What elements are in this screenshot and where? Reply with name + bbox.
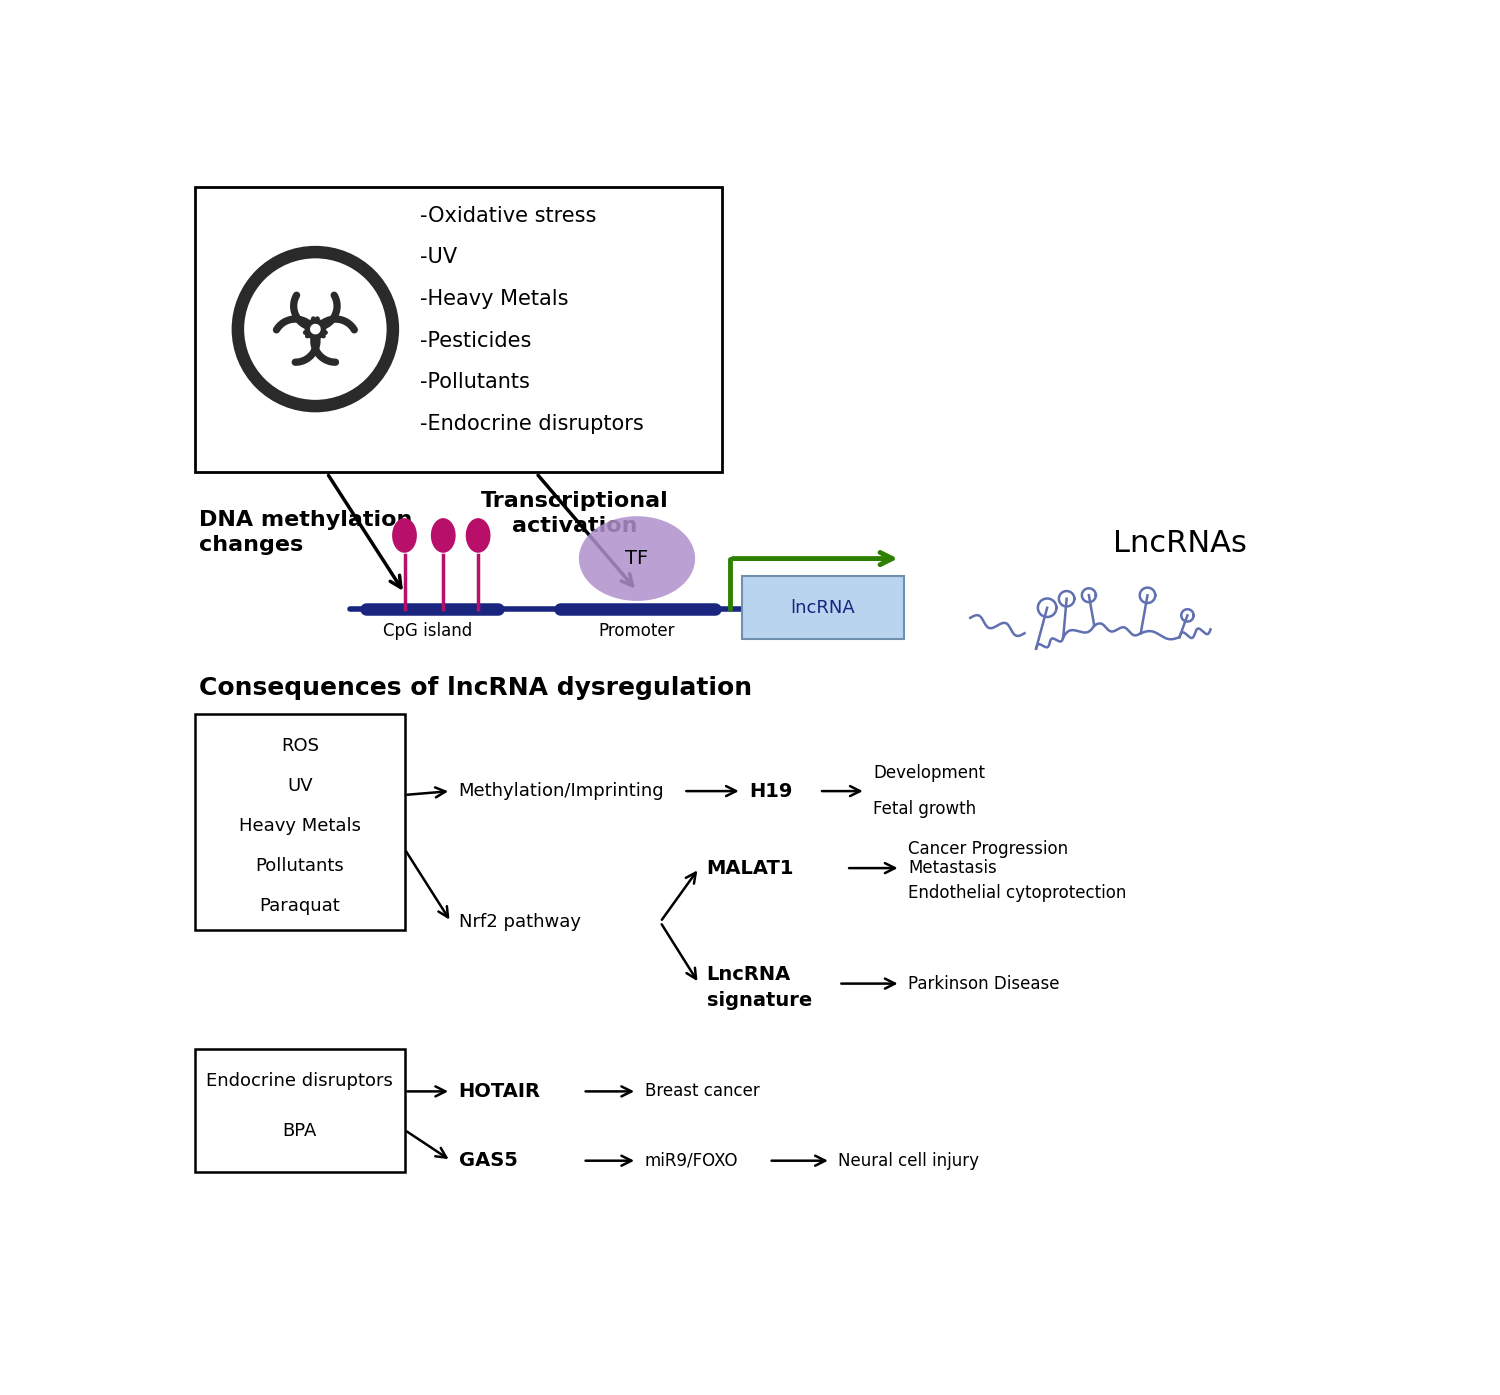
Text: Heavy Metals: Heavy Metals — [238, 817, 362, 836]
Text: HOTAIR: HOTAIR — [459, 1083, 540, 1101]
Text: Development: Development — [873, 764, 986, 781]
FancyBboxPatch shape — [741, 576, 904, 639]
Ellipse shape — [430, 518, 456, 552]
Text: lncRNA: lncRNA — [790, 598, 855, 617]
Text: -Pollutants: -Pollutants — [420, 372, 530, 392]
Text: -Heavy Metals: -Heavy Metals — [420, 289, 568, 310]
Text: LncRNA: LncRNA — [706, 965, 791, 983]
Text: Neural cell injury: Neural cell injury — [839, 1152, 980, 1169]
Text: Endothelial cytoprotection: Endothelial cytoprotection — [908, 884, 1126, 901]
Text: miR9/FOXO: miR9/FOXO — [645, 1152, 738, 1169]
Text: -Oxidative stress: -Oxidative stress — [420, 206, 597, 226]
Text: DNA methylation
changes: DNA methylation changes — [200, 511, 412, 555]
Text: UV: UV — [286, 777, 312, 795]
FancyBboxPatch shape — [195, 187, 723, 472]
Text: Pollutants: Pollutants — [255, 858, 344, 875]
Text: GAS5: GAS5 — [459, 1151, 518, 1170]
Text: Fetal growth: Fetal growth — [873, 801, 976, 819]
Polygon shape — [306, 319, 326, 339]
Text: -Endocrine disruptors: -Endocrine disruptors — [420, 414, 644, 434]
Text: Transcriptional
activation: Transcriptional activation — [482, 491, 669, 536]
Text: CpG island: CpG island — [382, 622, 472, 640]
Text: Methylation/Imprinting: Methylation/Imprinting — [459, 783, 664, 801]
Text: LncRNAs: LncRNAs — [1113, 529, 1246, 558]
Text: Breast cancer: Breast cancer — [645, 1083, 759, 1101]
Text: Consequences of lncRNA dysregulation: Consequences of lncRNA dysregulation — [200, 675, 752, 700]
Ellipse shape — [579, 516, 694, 601]
Text: -UV: -UV — [420, 247, 458, 268]
Text: Promoter: Promoter — [598, 622, 675, 640]
Text: Paraquat: Paraquat — [260, 897, 340, 915]
Text: -Pesticides: -Pesticides — [420, 331, 531, 350]
Text: Endocrine disruptors: Endocrine disruptors — [207, 1073, 393, 1089]
Text: H19: H19 — [750, 781, 792, 801]
Text: Nrf2 pathway: Nrf2 pathway — [459, 912, 580, 930]
Polygon shape — [310, 325, 320, 333]
Ellipse shape — [392, 518, 417, 552]
Text: ROS: ROS — [280, 737, 320, 755]
Text: signature: signature — [706, 990, 812, 1010]
Text: Cancer Progression: Cancer Progression — [908, 840, 1068, 858]
FancyBboxPatch shape — [195, 1049, 405, 1172]
Text: MALAT1: MALAT1 — [706, 858, 795, 877]
Ellipse shape — [465, 518, 490, 552]
Text: Parkinson Disease: Parkinson Disease — [908, 975, 1059, 993]
Text: BPA: BPA — [282, 1122, 316, 1140]
FancyBboxPatch shape — [195, 714, 405, 929]
Text: TF: TF — [626, 550, 648, 568]
Text: Metastasis: Metastasis — [908, 859, 998, 877]
